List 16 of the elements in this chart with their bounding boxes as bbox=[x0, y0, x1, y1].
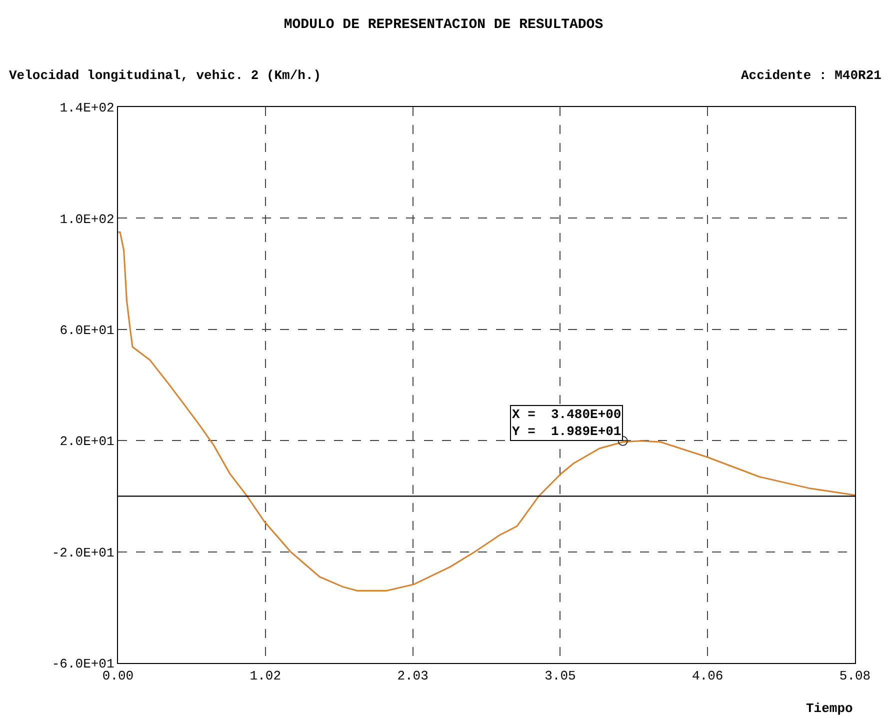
chart-title: MODULO DE REPRESENTACION DE RESULTADOS bbox=[284, 16, 604, 33]
x-tick-label: 2.03 bbox=[397, 668, 428, 684]
x-tick-label: 5.08 bbox=[839, 668, 871, 684]
y-tick-label: 1.0E+02 bbox=[60, 212, 114, 227]
y-tick-label: 6.0E+01 bbox=[60, 322, 114, 338]
y-tick-label: -2.0E+01 bbox=[52, 545, 114, 560]
y-tick-label: 2.0E+01 bbox=[60, 434, 114, 450]
annotation: X = 3.480E+00 Y = 1.989E+01 bbox=[512, 407, 622, 439]
x-tick-label: 4.06 bbox=[692, 668, 724, 684]
x-tick-label: 3.05 bbox=[544, 668, 576, 684]
line-series bbox=[118, 231, 855, 592]
x-axis-title: Tiempo bbox=[806, 701, 854, 716]
text: Accidente : M40R21 bbox=[741, 68, 882, 83]
x-tick-label: 1.02 bbox=[250, 668, 282, 684]
y-tick-label: 1.4E+02 bbox=[60, 100, 114, 116]
chart-subtitle: Velocidad longitudinal, vehic. 2 (Km/h.) bbox=[9, 68, 322, 83]
